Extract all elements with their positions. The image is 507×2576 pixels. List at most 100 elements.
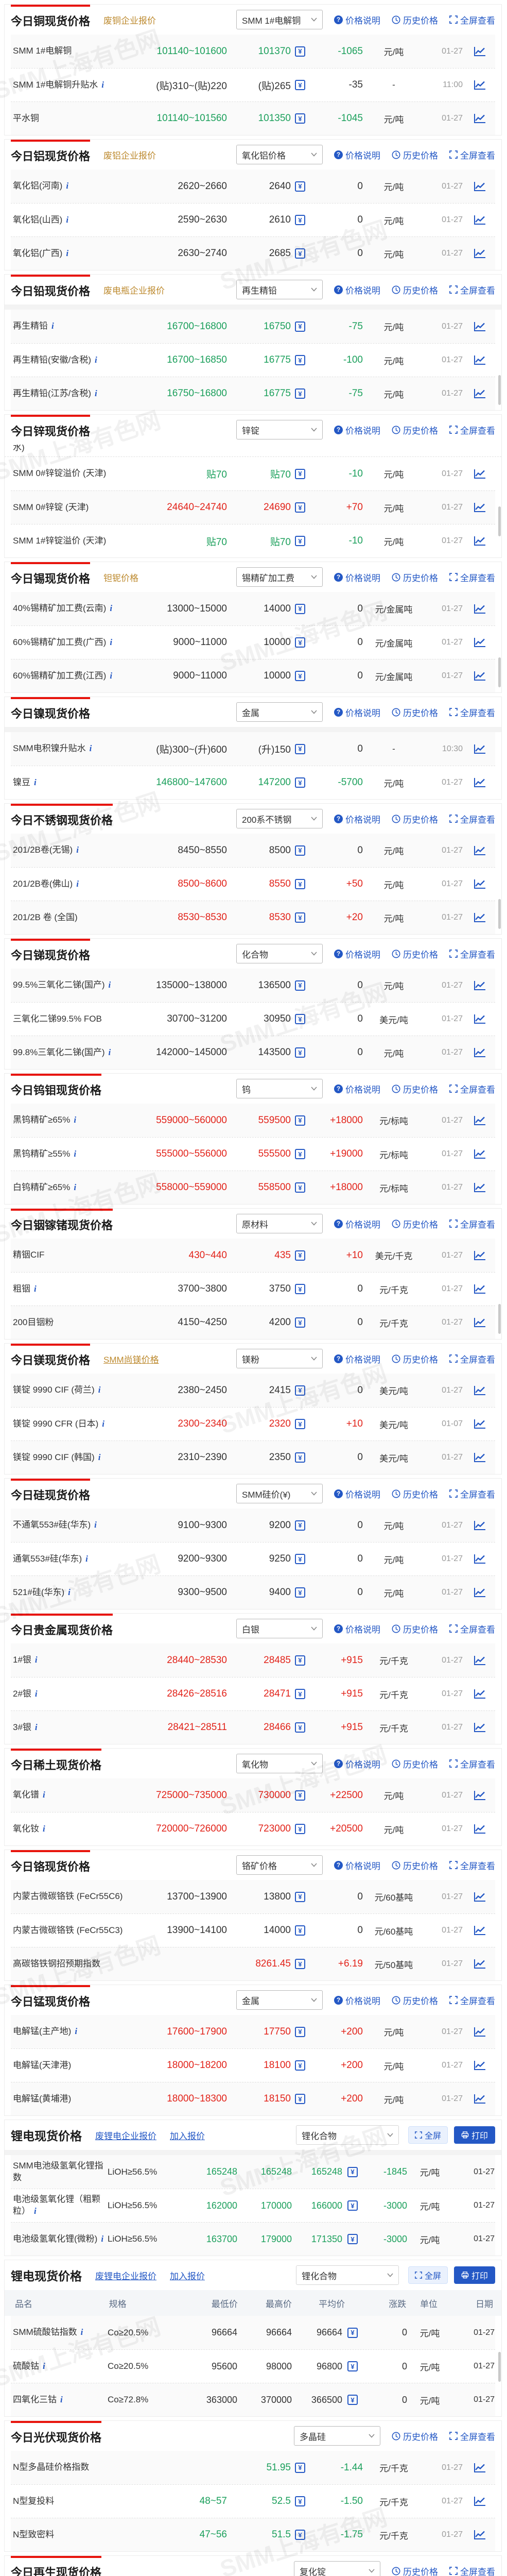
chart-icon[interactable]	[473, 912, 486, 923]
join-quote-link[interactable]: 加入报价	[170, 2131, 205, 2141]
history-price-link[interactable]: 历史价格	[392, 1859, 438, 1872]
history-price-link[interactable]: 历史价格	[392, 283, 438, 296]
chart-icon[interactable]	[473, 502, 486, 513]
fullscreen-view-link[interactable]: 全屏查看	[449, 1622, 495, 1635]
currency-convert-icon[interactable]: ¥	[295, 2496, 305, 2506]
currency-convert-icon[interactable]: ¥	[347, 2327, 358, 2338]
chart-icon[interactable]	[473, 1891, 486, 1903]
info-icon[interactable]: i	[74, 1182, 77, 1192]
info-icon[interactable]: i	[43, 2361, 45, 2371]
currency-convert-icon[interactable]: ¥	[295, 113, 305, 124]
chart-icon[interactable]	[473, 1047, 486, 1058]
related-prices-link[interactable]: 废铝企业报价	[103, 150, 156, 161]
currency-convert-icon[interactable]: ¥	[295, 1419, 305, 1429]
category-select[interactable]: 镁粉	[236, 1349, 323, 1368]
info-icon[interactable]: i	[108, 1047, 111, 1057]
currency-convert-icon[interactable]: ¥	[347, 2200, 358, 2211]
info-icon[interactable]: i	[110, 603, 113, 614]
fullscreen-view-link[interactable]: 全屏查看	[449, 423, 495, 436]
chart-icon[interactable]	[473, 637, 486, 648]
history-price-link[interactable]: 历史价格	[392, 13, 438, 26]
info-icon[interactable]: i	[66, 248, 69, 258]
category-select[interactable]: 锂化合物	[295, 2125, 399, 2145]
chart-icon[interactable]	[473, 1317, 486, 1328]
fullscreen-view-link[interactable]: 全屏查看	[449, 2565, 495, 2576]
currency-convert-icon[interactable]: ¥	[295, 1554, 305, 1564]
category-select[interactable]: 原材料	[236, 1214, 323, 1233]
chart-icon[interactable]	[473, 980, 486, 991]
currency-convert-icon[interactable]: ¥	[295, 1689, 305, 1699]
chart-icon[interactable]	[473, 181, 486, 192]
currency-convert-icon[interactable]: ¥	[295, 215, 305, 225]
currency-convert-icon[interactable]: ¥	[295, 2026, 305, 2037]
chart-icon[interactable]	[473, 1385, 486, 1396]
info-icon[interactable]: i	[51, 321, 54, 331]
history-price-link[interactable]: 历史价格	[392, 1082, 438, 1095]
history-price-link[interactable]: 历史价格	[392, 423, 438, 436]
scrollbar-thumb[interactable]	[498, 506, 501, 536]
info-icon[interactable]: i	[74, 1115, 77, 1125]
history-price-link[interactable]: 历史价格	[392, 1622, 438, 1635]
info-icon[interactable]: i	[80, 2327, 83, 2337]
category-select[interactable]: 锌锭	[236, 420, 323, 439]
chart-icon[interactable]	[473, 1452, 486, 1463]
chart-icon[interactable]	[473, 468, 486, 480]
join-quote-link[interactable]: 加入报价	[170, 2271, 205, 2281]
currency-convert-icon[interactable]: ¥	[295, 502, 305, 513]
currency-convert-icon[interactable]: ¥	[295, 1182, 305, 1193]
currency-convert-icon[interactable]: ¥	[295, 536, 305, 546]
scrollbar-thumb[interactable]	[498, 899, 501, 929]
currency-convert-icon[interactable]: ¥	[295, 980, 305, 991]
related-prices-link[interactable]: SMM尚镁价格	[103, 1354, 159, 1365]
chart-icon[interactable]	[473, 1148, 486, 1160]
price-note-link[interactable]: ? 价格说明	[334, 706, 380, 719]
info-icon[interactable]: i	[76, 845, 79, 855]
fullscreen-view-link[interactable]: 全屏查看	[449, 947, 495, 960]
chart-icon[interactable]	[473, 1283, 486, 1295]
chart-icon[interactable]	[473, 1722, 486, 1733]
currency-convert-icon[interactable]: ¥	[295, 468, 305, 479]
price-note-link[interactable]: ? 价格说明	[334, 1217, 380, 1230]
info-icon[interactable]: i	[94, 1520, 97, 1530]
info-icon[interactable]: i	[102, 1418, 104, 1429]
price-note-link[interactable]: ? 价格说明	[334, 1859, 380, 1872]
chart-icon[interactable]	[473, 1958, 486, 1970]
currency-convert-icon[interactable]: ¥	[295, 1925, 305, 1936]
currency-convert-icon[interactable]: ¥	[295, 603, 305, 614]
fullscreen-view-link[interactable]: 全屏查看	[449, 1352, 495, 1365]
currency-convert-icon[interactable]: ¥	[295, 80, 305, 90]
history-price-link[interactable]: 历史价格	[392, 571, 438, 584]
price-note-link[interactable]: ? 价格说明	[334, 1352, 380, 1365]
fullscreen-view-link[interactable]: 全屏查看	[449, 1757, 495, 1770]
chart-icon[interactable]	[473, 1688, 486, 1700]
chart-icon[interactable]	[473, 113, 486, 124]
fullscreen-view-link[interactable]: 全屏查看	[449, 571, 495, 584]
chart-icon[interactable]	[473, 2529, 486, 2540]
chart-icon[interactable]	[473, 2462, 486, 2473]
currency-convert-icon[interactable]: ¥	[347, 2361, 358, 2371]
currency-convert-icon[interactable]: ¥	[295, 1250, 305, 1261]
info-icon[interactable]: i	[34, 1283, 37, 1294]
chart-icon[interactable]	[473, 878, 486, 890]
scrollbar-thumb[interactable]	[498, 2352, 501, 2382]
info-icon[interactable]: i	[108, 980, 111, 990]
currency-convert-icon[interactable]: ¥	[295, 777, 305, 788]
price-note-link[interactable]: ? 价格说明	[334, 947, 380, 960]
chart-icon[interactable]	[473, 388, 486, 399]
chart-icon[interactable]	[473, 1418, 486, 1430]
fullscreen-view-link[interactable]: 全屏查看	[449, 1217, 495, 1230]
chart-icon[interactable]	[473, 248, 486, 259]
category-select[interactable]: 200系不锈钢	[236, 809, 323, 828]
currency-convert-icon[interactable]: ¥	[347, 2166, 358, 2177]
currency-convert-icon[interactable]: ¥	[295, 743, 305, 754]
chart-icon[interactable]	[473, 2060, 486, 2071]
price-note-link[interactable]: ? 价格说明	[334, 1622, 380, 1635]
history-price-link[interactable]: 历史价格	[392, 706, 438, 719]
category-select[interactable]: SMM硅价(¥)	[236, 1484, 323, 1503]
price-note-link[interactable]: ? 价格说明	[334, 423, 380, 436]
fullscreen-view-link[interactable]: 全屏查看	[449, 2430, 495, 2443]
currency-convert-icon[interactable]: ¥	[295, 1115, 305, 1126]
currency-convert-icon[interactable]: ¥	[295, 1891, 305, 1902]
currency-convert-icon[interactable]: ¥	[295, 2094, 305, 2104]
chart-icon[interactable]	[473, 603, 486, 615]
